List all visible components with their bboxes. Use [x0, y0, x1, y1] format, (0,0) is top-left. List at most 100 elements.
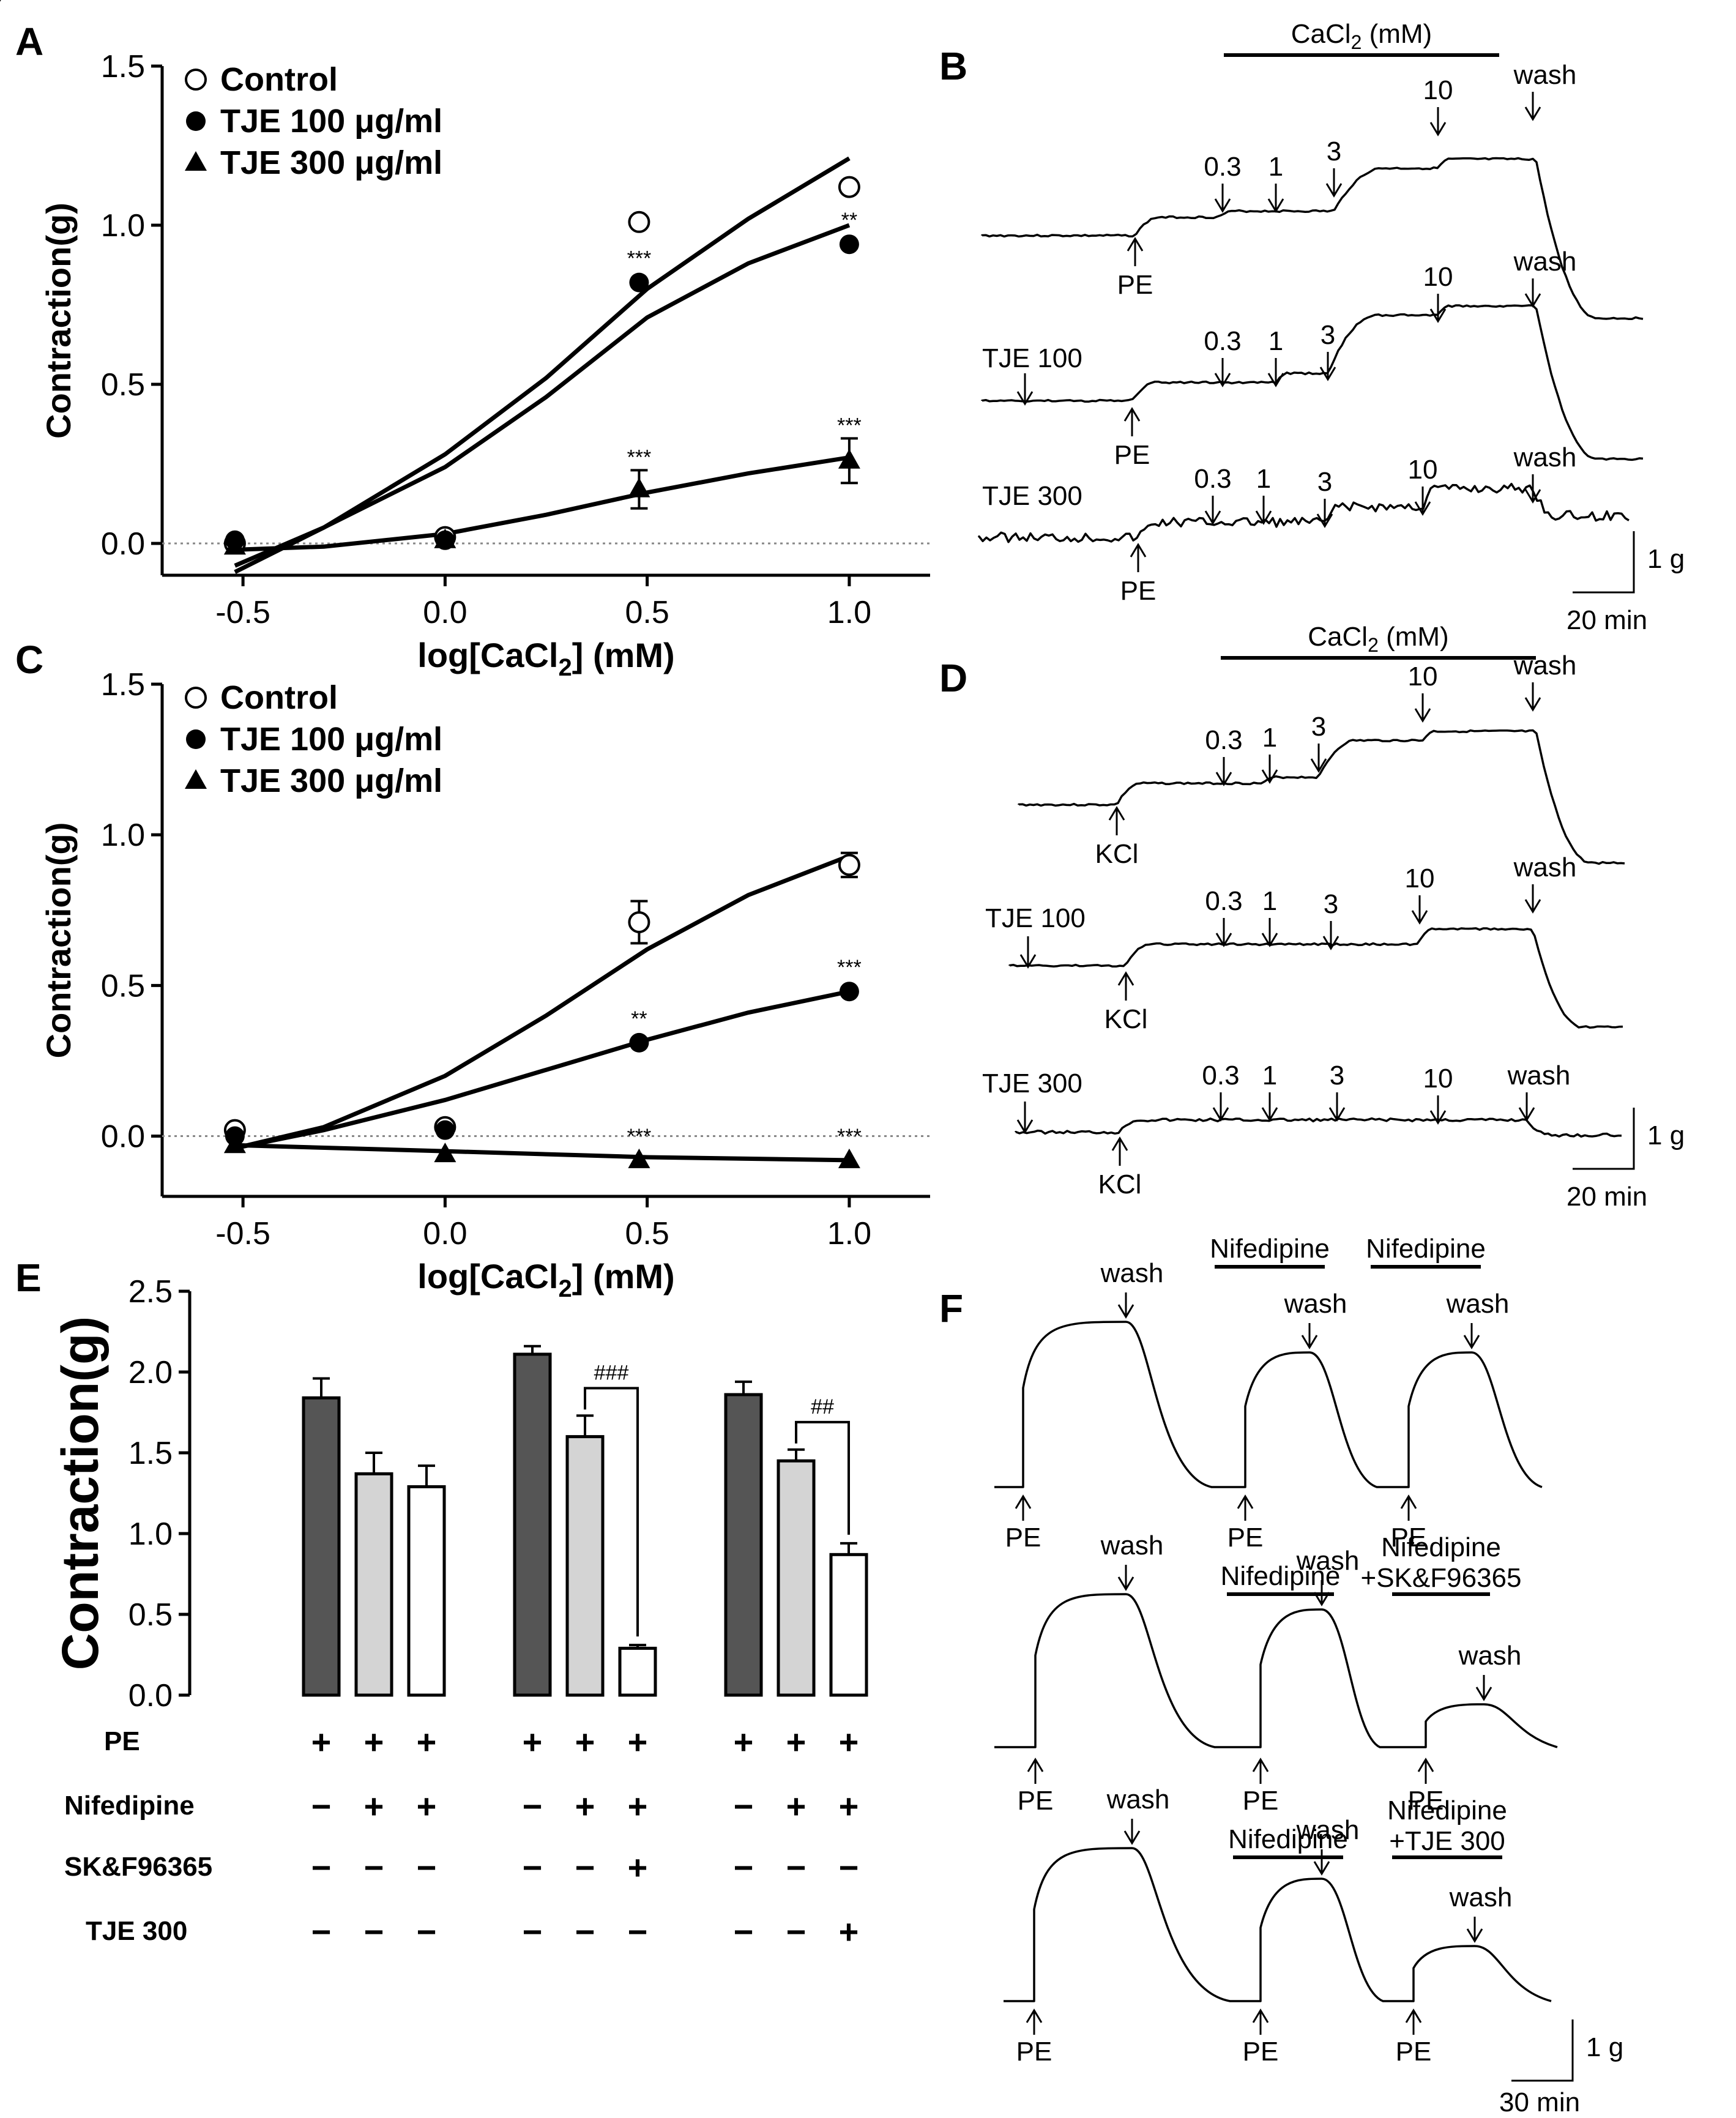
dose-label: 3	[1330, 1061, 1344, 1091]
data-point-tje100	[186, 111, 206, 131]
data-point-tje100	[839, 982, 859, 1002]
stimulus-label: PE	[1408, 1786, 1444, 1816]
dose-label: 1	[1262, 886, 1277, 916]
significance-label: ***	[627, 1125, 652, 1148]
bar	[777, 1459, 816, 1697]
arrow-head	[1130, 543, 1147, 557]
arrow-head	[1237, 1494, 1254, 1509]
data-point-tje300	[185, 151, 207, 171]
legend-label: Control	[220, 679, 338, 716]
bracket-label: ##	[811, 1395, 834, 1419]
condition-sign: +	[364, 1787, 384, 1825]
condition-sign: −	[839, 1848, 859, 1887]
arrow-head	[1411, 910, 1428, 925]
bracket-label: ###	[594, 1361, 629, 1384]
arrow-head	[1127, 237, 1144, 252]
dose-label: 10	[1405, 863, 1435, 893]
treatment-label: TJE 100	[985, 903, 1086, 933]
significance-bracket	[584, 1387, 639, 1637]
legend-label: Control	[220, 61, 338, 98]
arrow-head	[1313, 1592, 1330, 1606]
wash-label: wash	[1513, 442, 1577, 472]
arrow-head	[1524, 293, 1541, 308]
wash-label: wash	[1296, 1546, 1360, 1576]
arrow-head	[1328, 1107, 1346, 1122]
condition-sign: +	[839, 1787, 859, 1825]
dose-label: 3	[1311, 712, 1326, 742]
condition-sign: −	[311, 1912, 332, 1951]
treatment-label: Nifedipine	[1381, 1532, 1501, 1562]
fit-line-1	[234, 156, 851, 574]
scale-time-label: 30 min	[1499, 2087, 1580, 2117]
y-axis-label: Contraction(g)	[39, 203, 78, 439]
significance-label: **	[841, 209, 857, 232]
wash-label: wash	[1106, 1784, 1170, 1814]
arrow-head	[1429, 122, 1447, 136]
stimulus-label: PE	[1005, 1523, 1041, 1553]
arrow-head	[1027, 1758, 1044, 1772]
panel-label-f: F	[939, 1286, 963, 1330]
wash-label: wash	[1100, 1258, 1164, 1288]
y-tick-label: 0.5	[101, 968, 145, 1004]
scale-bar	[1573, 1108, 1635, 1170]
condition-sign: −	[786, 1912, 807, 1951]
arrow-head	[1466, 1928, 1483, 1943]
condition-sign: −	[575, 1848, 595, 1887]
dose-label: 1	[1268, 152, 1283, 182]
arrow-head	[1524, 489, 1541, 504]
stimulus-label: PE	[1243, 1786, 1279, 1816]
chart-c: 0.0 0.5 1.0 1.5 -0.5 0.0 0.5 1.0 log[CaCl2] (mM)…	[39, 667, 930, 1302]
trace-line	[1008, 927, 1623, 1029]
arrow-head	[1252, 1758, 1269, 1772]
y-tick-label: 1.0	[129, 1516, 173, 1552]
panel-label-c: C	[15, 638, 43, 682]
cacl2-label-main: CaCl	[1291, 19, 1351, 49]
panel-label-a: A	[15, 20, 43, 64]
condition-sign: −	[523, 1912, 543, 1951]
traces-d: CaCl2 (mM) KCl 0.3 1 3 10 wash TJE 100 KCl 0.3 1 3 1…	[982, 622, 1685, 1212]
arrow-head	[1319, 367, 1336, 381]
x-axis-label: log[CaCl2] (mM)	[417, 1257, 674, 1302]
condition-sign: +	[839, 1723, 859, 1761]
x-tick-label: 0.0	[423, 1216, 467, 1251]
stimulus-label: PE	[1227, 1523, 1264, 1553]
trace-line	[981, 304, 1644, 461]
arrow-head	[1016, 1119, 1034, 1134]
x-axis-label: log[CaCl2] (mM)	[417, 636, 674, 681]
treatment-label: Nifedipine	[1210, 1234, 1330, 1264]
cacl2-label-tail: (mM)	[1362, 19, 1432, 49]
y-tick-label: 1.5	[101, 49, 145, 84]
y-axis-label: Contraction(g)	[51, 1316, 109, 1671]
arrow-head	[1214, 198, 1231, 213]
wash-label: wash	[1446, 1289, 1510, 1319]
scale-bar	[1511, 2019, 1574, 2082]
arrow-head	[1214, 373, 1231, 387]
arrow-head	[1524, 697, 1541, 712]
wash-label: wash	[1513, 247, 1577, 277]
data-point-tje300	[185, 769, 207, 789]
stimulus-label: PE	[1114, 440, 1150, 470]
significance-label: ***	[837, 414, 862, 437]
arrow-head	[1316, 513, 1333, 528]
dose-label: 1	[1262, 1061, 1277, 1091]
treatment-label: Nifedipine	[1221, 1561, 1341, 1591]
scale-bar	[1573, 531, 1635, 594]
data-point-tje100	[186, 729, 206, 749]
bar	[407, 1485, 446, 1697]
arrow-head	[1518, 1107, 1535, 1122]
condition-sign: −	[575, 1912, 595, 1951]
x-tick-label: 1.0	[827, 595, 871, 630]
condition-label: SK&F96365	[64, 1852, 212, 1882]
arrow-head	[1123, 1830, 1141, 1845]
arrow-head	[1215, 933, 1232, 947]
arrow-head	[1463, 1335, 1480, 1349]
arrow-head	[1429, 1110, 1447, 1125]
dose-label: 1	[1256, 464, 1271, 494]
wash-label: wash	[1449, 1882, 1513, 1912]
condition-sign: −	[364, 1912, 384, 1951]
condition-sign: +	[575, 1723, 595, 1761]
x-axis-label-sub: 2	[559, 654, 572, 681]
data-point-tje300	[434, 1143, 456, 1163]
